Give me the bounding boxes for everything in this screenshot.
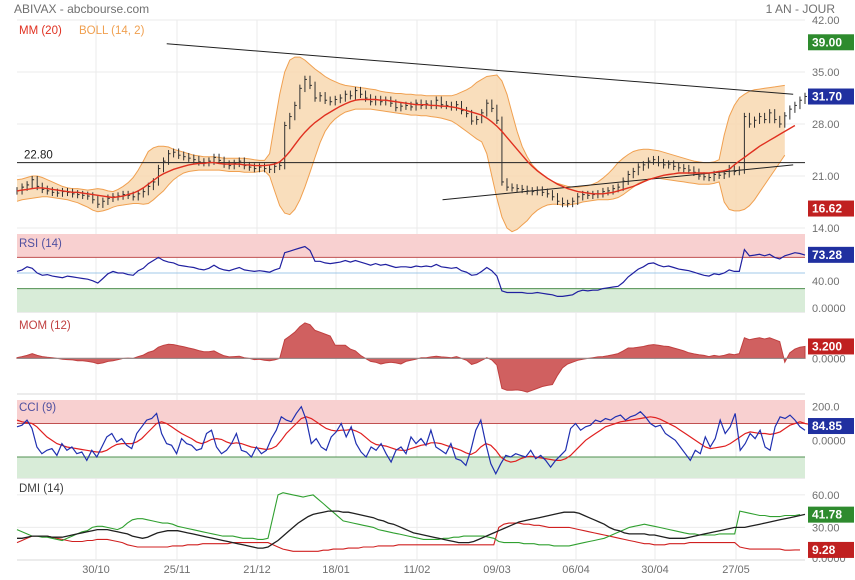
- x-date-tick: 27/05: [722, 564, 750, 576]
- rsi-line: [16, 245, 806, 297]
- cci-y-tick: 200.0: [812, 402, 840, 414]
- x-date-tick: 09/03: [483, 564, 511, 576]
- price-badge-2: 16.62: [808, 200, 854, 217]
- cci-y-tick: 0.0000: [812, 435, 846, 447]
- cci-line: [16, 405, 806, 476]
- dmi-y-tick: 30.00: [812, 522, 840, 534]
- chart-source-title: ABIVAX - abcbourse.com: [14, 2, 150, 16]
- price-badge-1-bg: [808, 88, 854, 105]
- moving-average-line: [16, 98, 796, 199]
- dmi-minus-line: [16, 522, 800, 552]
- chart-period-label: 1 AN - JOUR: [765, 2, 835, 16]
- rsi-badge: 73.28: [808, 246, 854, 263]
- support-level-label: 22.80: [24, 150, 53, 162]
- legend-cci: CCI (9): [19, 402, 56, 414]
- dmi-plus-line: [16, 492, 801, 547]
- cci-badge-text: 84.85: [812, 419, 842, 433]
- price-y-tick: 42.00: [812, 15, 840, 27]
- rsi-badge-bg: [808, 246, 854, 263]
- dmi-badge-1-text: 9.28: [812, 543, 836, 557]
- cci-signal-line: [16, 416, 811, 463]
- x-date-tick: 30/04: [641, 564, 669, 576]
- rsi-badge-text: 73.28: [812, 248, 842, 262]
- mom-badge-bg: [808, 338, 854, 355]
- price-y-tick: 35.00: [812, 67, 840, 79]
- x-date-tick: 18/01: [322, 564, 350, 576]
- legend-boll: BOLL (14, 2): [79, 25, 145, 37]
- mom-badge-text: 3.200: [812, 339, 842, 353]
- trendline-0: [166, 43, 794, 95]
- dmi-badge-1: 9.28: [808, 541, 854, 558]
- legend-dmi: DMI (14): [19, 483, 64, 495]
- rsi-y-tick: 0.0000: [812, 303, 846, 315]
- price-y-tick: 21.00: [812, 171, 840, 183]
- mom-badge: 3.200: [808, 338, 854, 355]
- dmi-badge-1-bg: [808, 541, 854, 558]
- mom-y-tick: 0.0000: [812, 353, 846, 365]
- dmi-badge-0: 41.78: [808, 506, 854, 523]
- price-badge-1-text: 31.70: [812, 90, 842, 104]
- price-badge-0-bg: [808, 34, 854, 51]
- cci-oversold-zone: [17, 457, 805, 478]
- bollinger-upper-line: [16, 56, 785, 193]
- cci-badge-bg: [808, 418, 854, 435]
- x-date-tick: 21/12: [243, 564, 271, 576]
- rsi-overbought-zone: [17, 234, 805, 258]
- dmi-badge-0-text: 41.78: [812, 508, 842, 522]
- x-date-tick: 06/04: [562, 564, 590, 576]
- price-badge-1: 31.70: [808, 88, 854, 105]
- price-y-tick: 14.00: [812, 223, 840, 235]
- momentum-area: [16, 322, 806, 393]
- rsi-oversold-zone: [17, 288, 805, 312]
- legend-ma: MM (20): [19, 25, 62, 37]
- price-badge-0: 39.00: [808, 34, 854, 51]
- price-badge-2-text: 16.62: [812, 202, 842, 216]
- adx-line: [17, 510, 806, 549]
- cci-overbought-zone: [17, 400, 805, 424]
- price-y-tick: 28.00: [812, 119, 840, 131]
- x-date-tick: 25/11: [164, 564, 191, 576]
- cci-badge: 84.85: [808, 418, 854, 435]
- bollinger-fill: [17, 57, 785, 232]
- price-badge-2-bg: [808, 200, 854, 217]
- price-badge-0-text: 39.00: [812, 35, 842, 49]
- legend-mom: MOM (12): [19, 320, 71, 332]
- x-date-tick: 30/10: [82, 564, 110, 576]
- dmi-badge-0-bg: [808, 506, 854, 523]
- dmi-y-tick: 60.00: [812, 490, 840, 502]
- x-date-tick: 11/02: [404, 564, 431, 576]
- rsi-y-tick: 40.00: [812, 276, 840, 288]
- legend-rsi: RSI (14): [19, 238, 62, 250]
